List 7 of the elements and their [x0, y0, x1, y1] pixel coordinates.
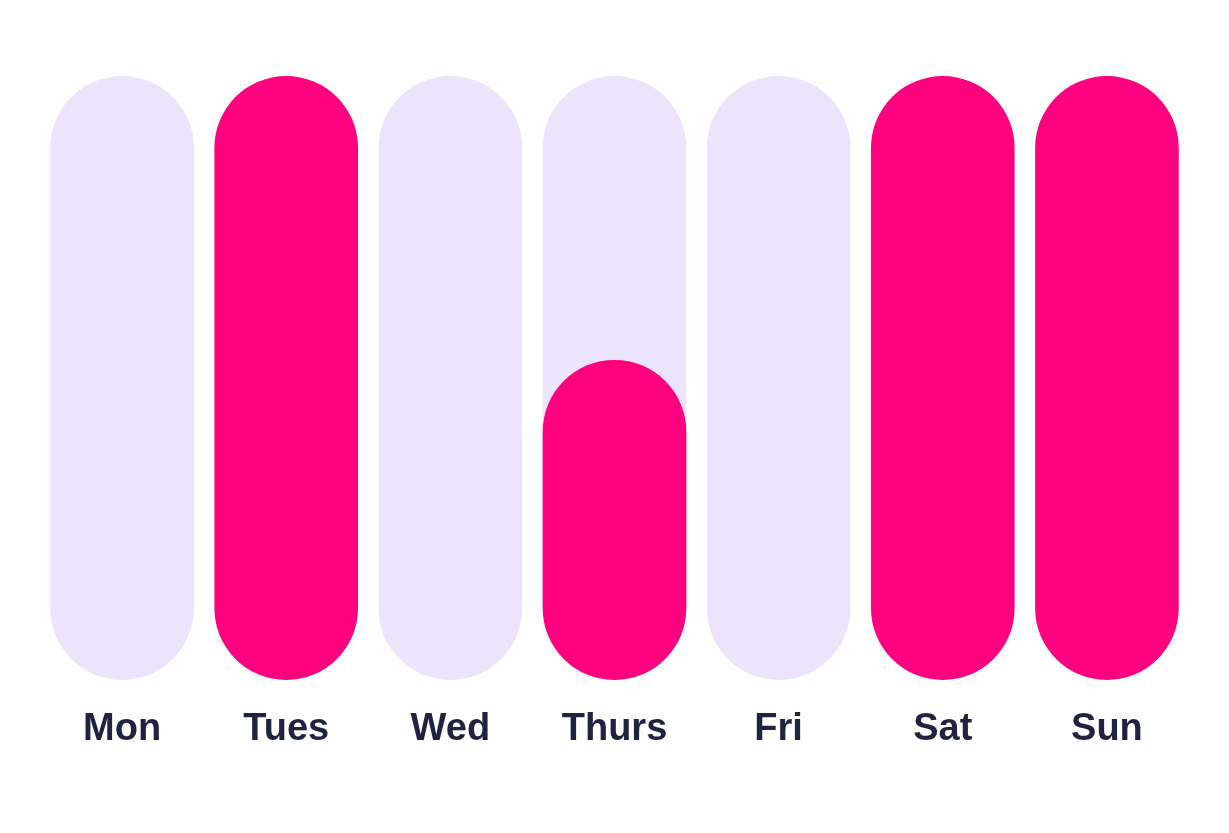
x-tick-label: Wed: [410, 706, 491, 748]
x-tick-label: Sat: [913, 706, 973, 748]
x-tick-label: Mon: [83, 706, 162, 748]
x-tick-label: Tues: [243, 706, 330, 748]
x-tick-label: Thurs: [561, 706, 668, 748]
x-tick-label: Fri: [754, 706, 803, 748]
x-tick-label: Sun: [1071, 706, 1143, 748]
